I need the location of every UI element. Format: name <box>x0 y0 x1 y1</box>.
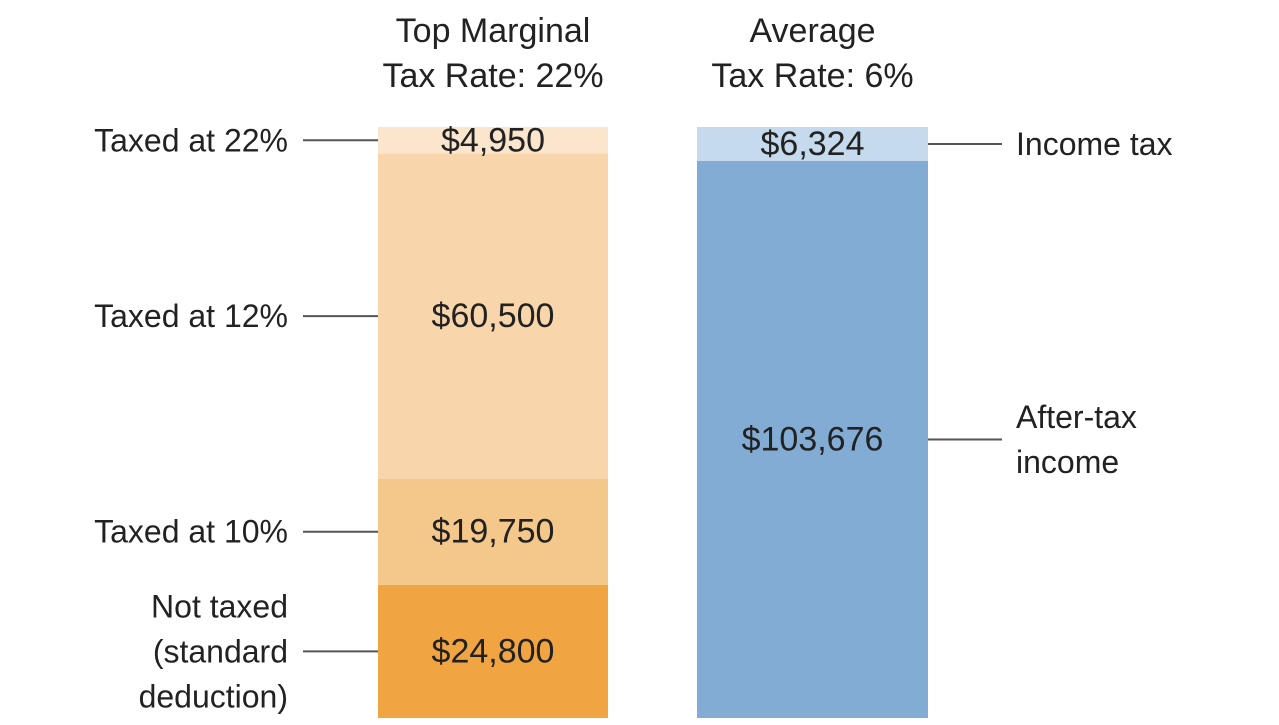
bar-segment-not-taxed-standard-deduction <box>378 584 608 718</box>
segment-value-label: $4,950 <box>441 121 545 159</box>
bar-segment-taxed-at-10 <box>378 478 608 585</box>
bar-segment-taxed-at-22 <box>378 127 608 154</box>
segment-category-label: Taxed at 12% <box>94 298 288 334</box>
bar-title-2: Average Tax Rate: 6% <box>711 12 913 95</box>
bar-segment-taxed-at-12 <box>378 153 608 479</box>
segment-value-label: $6,324 <box>761 125 865 163</box>
category-label-line: Taxed at 22% <box>94 122 288 158</box>
category-label-line: Taxed at 12% <box>94 298 288 334</box>
category-label-line: Not taxed <box>151 588 288 624</box>
bar-title-1: Top Marginal Tax Rate: 22% <box>382 12 603 95</box>
segment-category-label: Income tax <box>1016 126 1173 162</box>
segment-category-label: After-tax income <box>1016 399 1137 480</box>
segment-category-label: Taxed at 10% <box>94 514 288 550</box>
category-label-line: After-tax <box>1016 399 1137 435</box>
bar-segment-after-tax-income <box>697 160 928 719</box>
bar-title-line: Top Marginal <box>396 12 591 50</box>
bar-title-line: Average <box>749 12 875 50</box>
category-label-line: income <box>1016 444 1119 480</box>
category-label-line: (standard <box>153 633 288 669</box>
bar-title-line: Tax Rate: 22% <box>382 57 603 95</box>
segment-category-label: Taxed at 22% <box>94 122 288 158</box>
category-label-line: Taxed at 10% <box>94 514 288 550</box>
segment-value-label: $24,800 <box>432 632 555 670</box>
category-label-line: Income tax <box>1016 126 1173 162</box>
segment-value-label: $103,676 <box>742 420 884 458</box>
segment-value-label: $19,750 <box>432 513 555 551</box>
segment-value-label: $60,500 <box>432 297 555 335</box>
bar-title-line: Tax Rate: 6% <box>711 57 913 95</box>
segment-category-label: Not taxed (standard deduction) <box>139 588 288 714</box>
bar-segment-income-tax <box>697 127 928 161</box>
category-label-line: deduction) <box>139 678 288 714</box>
